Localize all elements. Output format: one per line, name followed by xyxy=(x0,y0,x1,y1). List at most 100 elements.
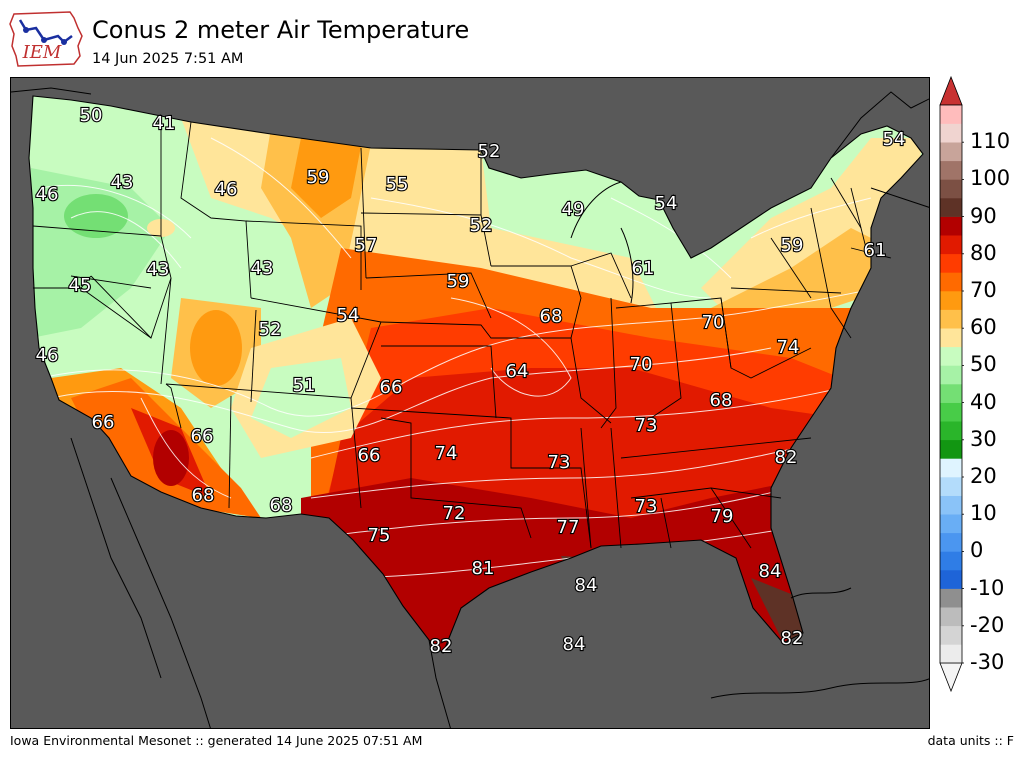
colorbar-tick-label: 30 xyxy=(970,426,997,451)
temp-label: 54 xyxy=(337,305,360,326)
colorbar-swatch xyxy=(940,160,962,180)
colorbar-swatch xyxy=(940,365,962,385)
temp-label: 68 xyxy=(710,390,733,411)
temp-label: 49 xyxy=(562,199,585,220)
colorbar-swatch xyxy=(940,588,962,608)
colorbar-tick-label: 50 xyxy=(970,352,997,377)
temp-label: 59 xyxy=(447,271,470,292)
colorbar-swatch xyxy=(940,625,962,645)
colorbar-swatch xyxy=(940,532,962,552)
colorbar-swatch xyxy=(940,142,962,162)
temp-label: 43 xyxy=(251,258,274,279)
temp-label: 57 xyxy=(355,235,378,256)
colorbar-swatch xyxy=(940,607,962,627)
temp-label: 46 xyxy=(215,179,238,200)
temp-label: 52 xyxy=(470,215,493,236)
colorbar-swatch xyxy=(940,570,962,589)
colorbar-tick-label: 80 xyxy=(970,240,997,265)
temp-label: 66 xyxy=(358,445,381,466)
map-timestamp: 14 Jun 2025 7:51 AM xyxy=(92,51,244,67)
temp-label: 52 xyxy=(259,319,282,340)
temp-label: 74 xyxy=(777,337,800,358)
temperature-field xyxy=(29,96,923,653)
colorbar-tick-label: 100 xyxy=(970,166,1011,191)
temp-label: 72 xyxy=(443,503,466,524)
colorbar-tick-label: -20 xyxy=(970,612,1005,637)
colorbar-tick-label: 10 xyxy=(970,501,997,526)
isotherm-lines xyxy=(40,137,922,579)
colorbar-swatch xyxy=(940,235,962,255)
temp-label: 68 xyxy=(192,485,215,506)
colorbar-swatch xyxy=(940,216,962,236)
temp-label: 84 xyxy=(575,575,598,596)
colorbar-swatch xyxy=(940,421,962,441)
colorbar-swatch xyxy=(940,477,962,496)
colorbar-tick-label: 0 xyxy=(970,538,984,563)
colorbar-swatch xyxy=(940,253,962,273)
temp-label: 50 xyxy=(80,105,103,126)
colorbar-swatch xyxy=(940,644,962,664)
temp-label: 73 xyxy=(548,452,571,473)
temperature-map: 50 41 46 43 46 59 55 52 52 49 54 54 45 4… xyxy=(10,77,930,729)
temp-label: 54 xyxy=(883,129,906,150)
temp-label: 84 xyxy=(563,634,586,655)
colorbar-tick-label: 60 xyxy=(970,315,997,340)
temp-label: 82 xyxy=(781,628,804,649)
footer-credit: Iowa Environmental Mesonet :: generated … xyxy=(10,733,423,748)
colorbar-extend-low xyxy=(939,662,963,693)
colorbar xyxy=(939,75,964,693)
temp-label: 68 xyxy=(540,306,563,327)
temp-label: 55 xyxy=(386,174,409,195)
colorbar-extend-high xyxy=(939,75,963,106)
colorbar-tick-label: 40 xyxy=(970,389,997,414)
colorbar-swatch xyxy=(940,384,962,403)
colorbar-tick-label: 110 xyxy=(970,129,1011,154)
footer-units: data units :: F xyxy=(927,733,1014,748)
temp-label: 46 xyxy=(36,184,59,205)
temp-label: 59 xyxy=(307,167,330,188)
temp-label: 82 xyxy=(775,447,798,468)
colorbar-swatch xyxy=(940,495,962,515)
colorbar-swatch xyxy=(940,179,962,199)
temp-label: 66 xyxy=(380,377,403,398)
colorbar-tick-label: 20 xyxy=(970,464,997,488)
state-boundaries xyxy=(32,121,892,549)
colorbar-tick-label: 90 xyxy=(970,203,997,228)
temp-label: 74 xyxy=(435,443,458,464)
temp-label: 43 xyxy=(147,259,170,280)
colorbar-swatch xyxy=(940,198,962,217)
colorbar-swatch xyxy=(940,346,962,366)
temp-label: 70 xyxy=(630,354,653,375)
colorbar-swatch xyxy=(940,291,962,310)
map-canvas: 50 41 46 43 46 59 55 52 52 49 54 54 45 4… xyxy=(11,87,929,728)
colorbar-frame xyxy=(939,104,963,664)
colorbar-swatch xyxy=(940,309,962,329)
temp-label: 79 xyxy=(711,506,734,527)
map-title: Conus 2 meter Air Temperature xyxy=(92,16,470,44)
colorbar-swatch xyxy=(940,123,962,143)
temp-label: 43 xyxy=(111,172,134,193)
border-lines xyxy=(11,87,929,728)
temp-label: 70 xyxy=(702,312,725,333)
temp-label: 77 xyxy=(557,517,580,538)
temp-label: 81 xyxy=(472,558,495,579)
temp-label: 73 xyxy=(635,496,658,517)
colorbar-swatch xyxy=(940,551,962,571)
temp-label: 52 xyxy=(478,141,501,162)
colorbar-swatch xyxy=(940,272,962,292)
colorbar-swatch xyxy=(940,439,962,459)
temp-label: 73 xyxy=(635,415,658,436)
temp-label: 54 xyxy=(655,193,678,214)
temp-label: 61 xyxy=(632,258,655,279)
temp-label: 64 xyxy=(506,361,529,382)
temp-label: 66 xyxy=(92,412,115,433)
colorbar-swatch xyxy=(940,328,962,348)
temp-label: 82 xyxy=(430,636,453,657)
temp-label: 61 xyxy=(864,240,887,261)
iem-logo: IEM xyxy=(8,6,84,70)
colorbar-tick-label: 70 xyxy=(970,278,997,302)
colorbar-swatch xyxy=(940,514,962,534)
temp-label: 59 xyxy=(781,235,804,256)
colorbar-swatch xyxy=(940,402,962,422)
temp-label: 51 xyxy=(293,375,316,396)
